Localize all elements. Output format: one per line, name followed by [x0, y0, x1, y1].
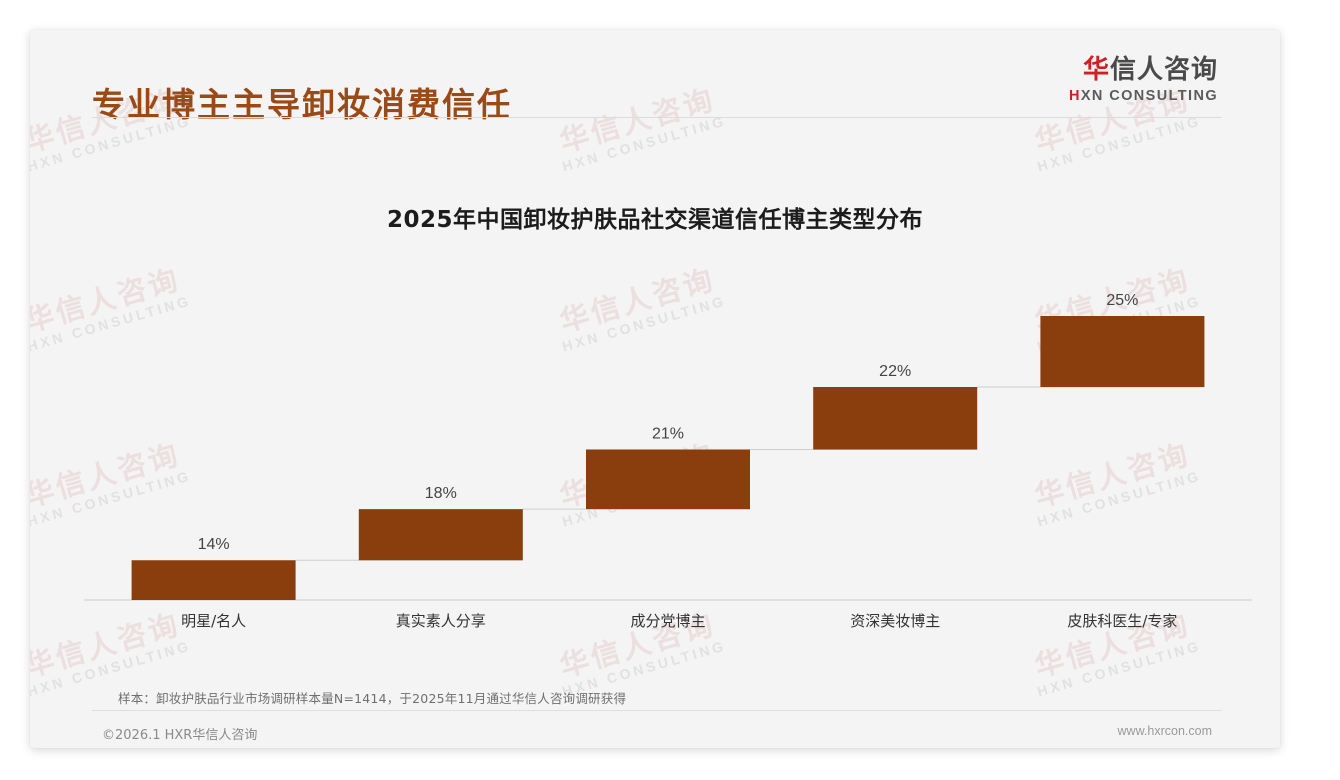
- bar-value-label: 21%: [652, 425, 684, 442]
- chart-svg: 14% 明星/名人 18% 真实素人分享 21% 成分党博主 22% 资深美妆博主 25% 皮肤科…: [84, 292, 1252, 630]
- logo-en-accent: H: [1068, 87, 1081, 104]
- category-axis-label: 资深美妆博主: [850, 612, 940, 630]
- bar-value-label: 14%: [198, 536, 230, 553]
- bar[interactable]: [358, 509, 523, 561]
- category-axis-label: 皮肤科医生/专家: [1067, 612, 1177, 630]
- page-title: 专业博主主导卸妆消费信任: [92, 85, 512, 124]
- logo-rest-chars: 信人咨询: [1109, 55, 1218, 85]
- chart-area: 2025年中国卸妆护肤品社交渠道信任博主类型分布 14% 明星/名人 18% 真实素人…: [30, 126, 1280, 666]
- copyright-text: ©2026.1 HXR华信人咨询: [102, 728, 258, 743]
- logo-accent-char: 华: [1082, 55, 1110, 85]
- category-axis-label: 真实素人分享: [396, 612, 486, 630]
- category-axis-label: 成分党博主: [630, 612, 705, 630]
- source-footnote: 样本：卸妆护肤品行业市场调研样本量N=1414，于2025年11月通过华信人咨询…: [118, 691, 627, 706]
- logo-chinese-text: 华信人咨询: [1069, 56, 1218, 85]
- slide-canvas: 华信人咨询 HXN CONSULTING 华信人咨询 HXN CONSULTING 华信…: [30, 30, 1280, 748]
- logo-english-text: HXN CONSULTING: [1069, 88, 1218, 104]
- slide-footer: ©2026.1 HXR华信人咨询 www.hxrcon.com: [30, 714, 1280, 748]
- header-divider: [92, 117, 1222, 118]
- bar[interactable]: [586, 449, 750, 510]
- footer-divider: [92, 710, 1222, 711]
- website-link[interactable]: www.hxrcon.com: [1117, 724, 1212, 738]
- bar-value-label: 22%: [879, 363, 911, 380]
- waterfall-chart-plot: 14% 明星/名人 18% 真实素人分享 21% 成分党博主 22% 资深美妆博主 25% 皮肤科…: [56, 126, 1280, 666]
- category-axis-label: 明星/名人: [181, 612, 246, 630]
- bar[interactable]: [1040, 316, 1205, 387]
- bar-value-label: 25%: [1106, 292, 1138, 309]
- company-logo: 华信人咨询 HXN CONSULTING: [1069, 56, 1218, 104]
- chart-title: 2025年中国卸妆护肤品社交渠道信任博主类型分布: [386, 207, 923, 233]
- bar[interactable]: [131, 560, 296, 600]
- bar-value-label: 18%: [425, 485, 457, 502]
- logo-en-rest: XN CONSULTING: [1080, 87, 1218, 104]
- bar[interactable]: [813, 387, 978, 450]
